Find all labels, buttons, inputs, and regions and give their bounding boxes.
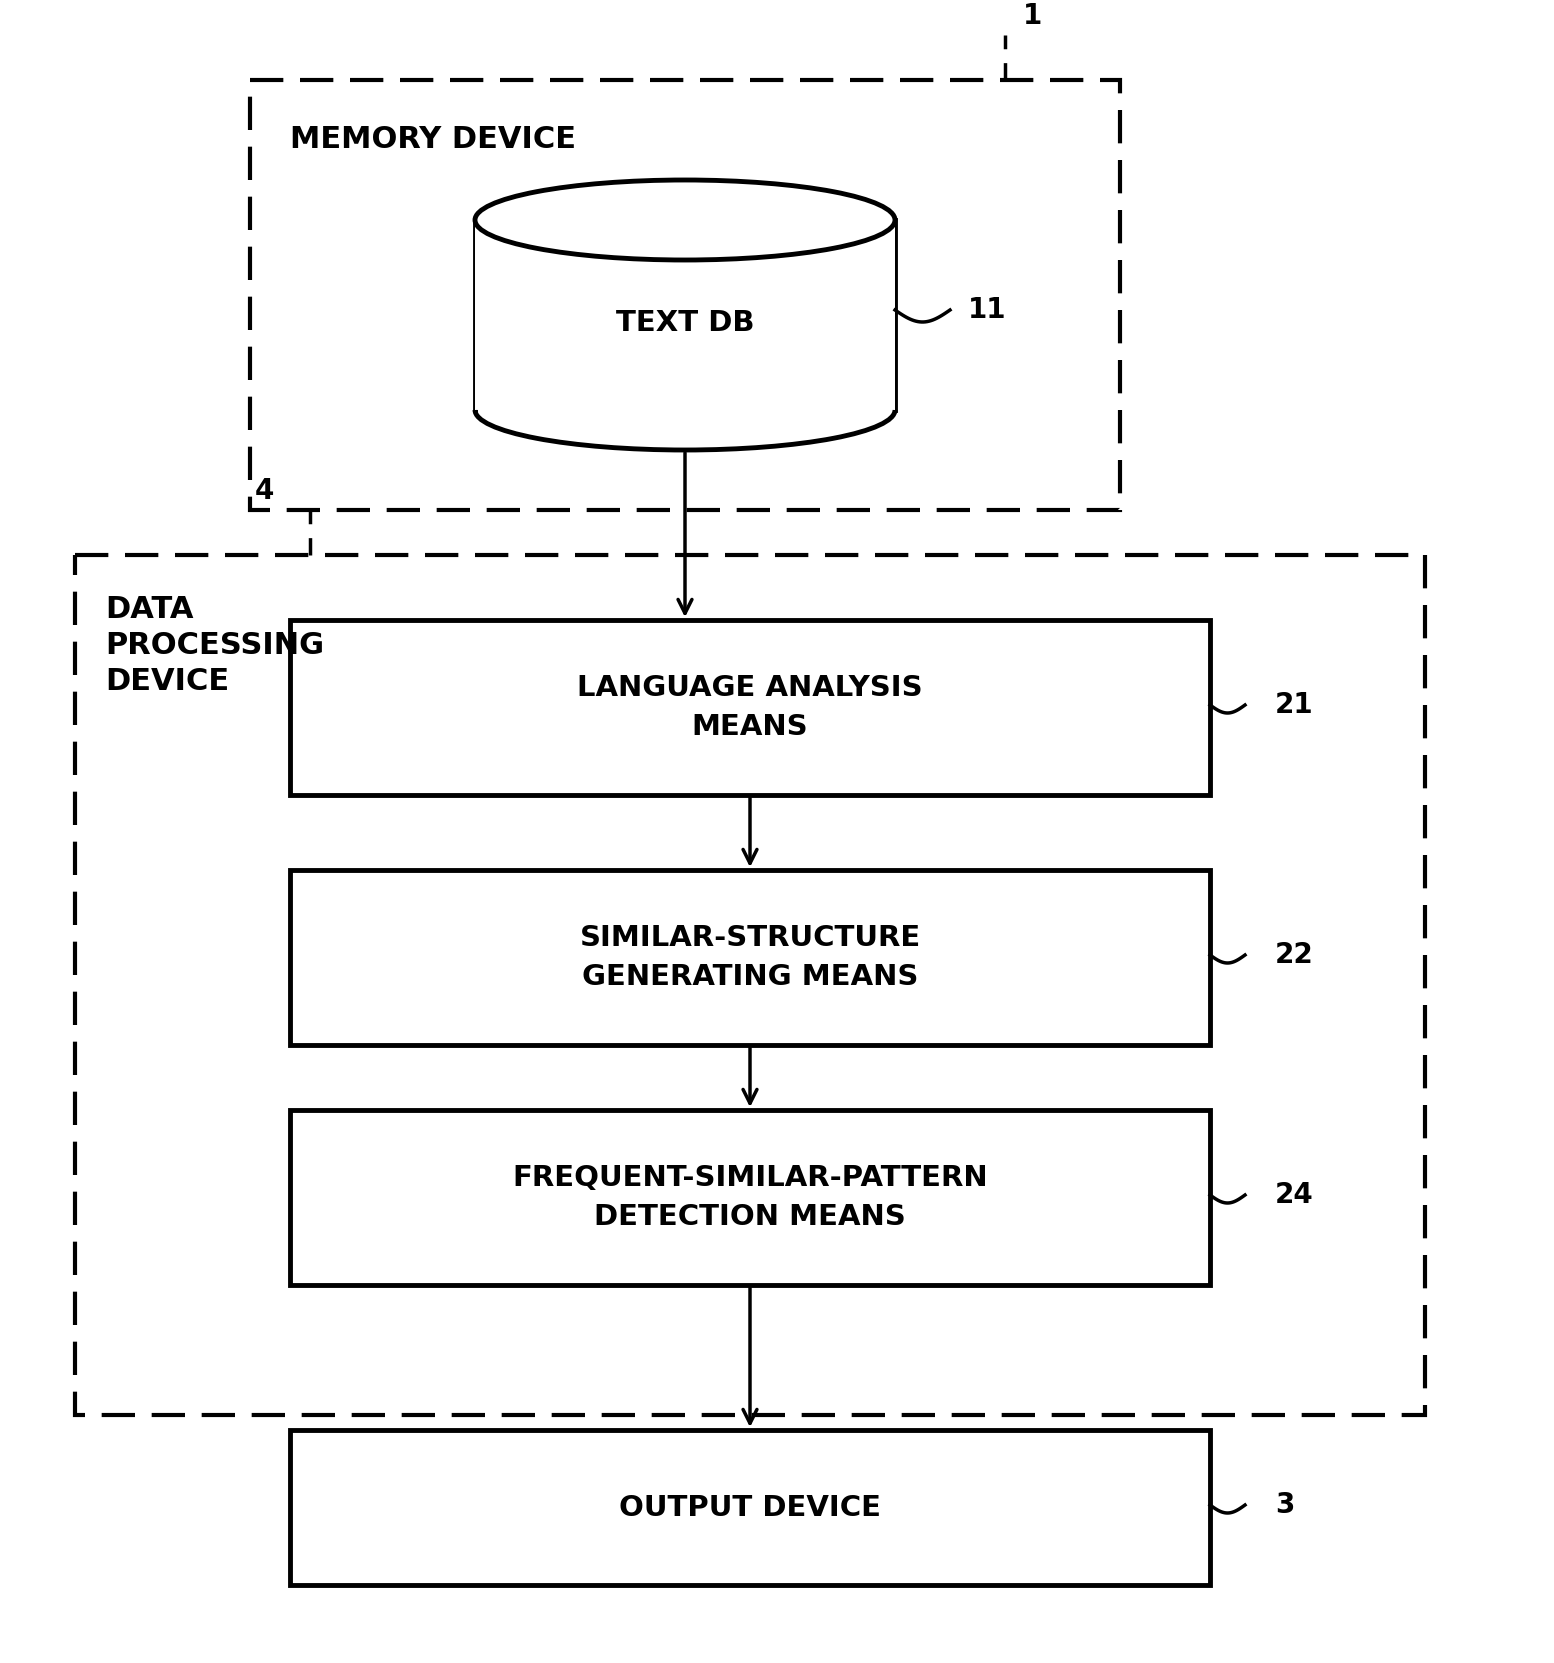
Bar <box>476 220 895 411</box>
Text: 11: 11 <box>968 296 1007 324</box>
Bar <box>291 870 1211 1044</box>
Text: 4: 4 <box>255 477 275 506</box>
Text: 21: 21 <box>1274 692 1313 718</box>
Ellipse shape <box>476 180 895 259</box>
Text: LANGUAGE ANALYSIS
MEANS: LANGUAGE ANALYSIS MEANS <box>577 674 923 742</box>
Text: 24: 24 <box>1274 1181 1313 1209</box>
Text: OUTPUT DEVICE: OUTPUT DEVICE <box>618 1493 881 1522</box>
Text: 22: 22 <box>1274 941 1313 970</box>
Text: 3: 3 <box>1274 1492 1294 1518</box>
Text: DATA
PROCESSING
DEVICE: DATA PROCESSING DEVICE <box>106 595 325 695</box>
Bar <box>75 555 1425 1415</box>
Bar <box>291 620 1211 795</box>
Text: 1: 1 <box>1023 2 1043 30</box>
Text: FREQUENT-SIMILAR-PATTERN
DETECTION MEANS: FREQUENT-SIMILAR-PATTERN DETECTION MEANS <box>513 1164 988 1231</box>
Bar <box>291 1430 1211 1585</box>
Text: MEMORY DEVICE: MEMORY DEVICE <box>291 125 577 155</box>
Text: TEXT DB: TEXT DB <box>615 309 754 338</box>
Bar <box>250 80 1120 511</box>
Bar <box>291 1109 1211 1285</box>
Text: SIMILAR-STRUCTURE
GENERATING MEANS: SIMILAR-STRUCTURE GENERATING MEANS <box>580 925 920 991</box>
